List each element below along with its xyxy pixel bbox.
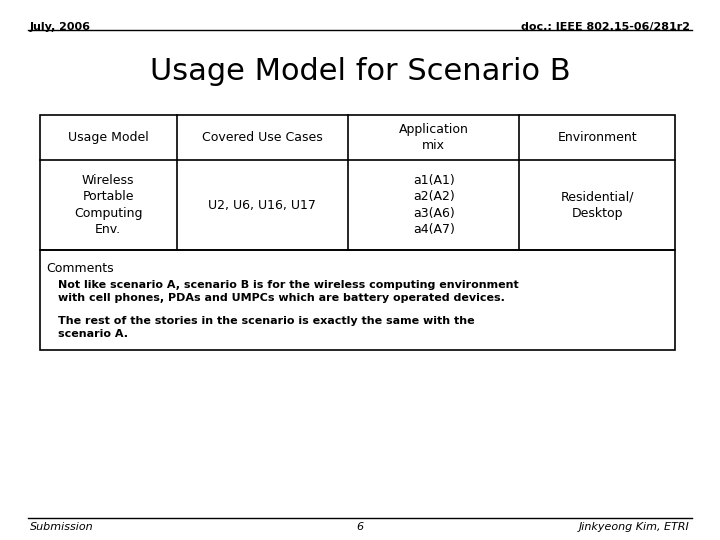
Bar xyxy=(40,115,675,250)
Text: 6: 6 xyxy=(356,522,364,532)
Text: Residential/
Desktop: Residential/ Desktop xyxy=(560,190,634,220)
Text: Not like scenario A, scenario B is for the wireless computing environment
with c: Not like scenario A, scenario B is for t… xyxy=(58,280,518,303)
Text: Jinkyeong Kim, ETRI: Jinkyeong Kim, ETRI xyxy=(580,522,690,532)
Text: a1(A1)
a2(A2)
a3(A6)
a4(A7): a1(A1) a2(A2) a3(A6) a4(A7) xyxy=(413,174,454,237)
Text: The rest of the stories in the scenario is exactly the same with the
scenario A.: The rest of the stories in the scenario … xyxy=(58,316,474,339)
Text: doc.: IEEE 802.15-06/281r2: doc.: IEEE 802.15-06/281r2 xyxy=(521,22,690,32)
Text: July, 2006: July, 2006 xyxy=(30,22,91,32)
Text: Usage Model for Scenario B: Usage Model for Scenario B xyxy=(150,57,570,86)
Text: Usage Model: Usage Model xyxy=(68,131,148,144)
Text: Covered Use Cases: Covered Use Cases xyxy=(202,131,323,144)
Text: Environment: Environment xyxy=(557,131,637,144)
Text: Application
mix: Application mix xyxy=(399,123,469,152)
Bar xyxy=(40,250,675,350)
Text: Wireless
Portable
Computing
Env.: Wireless Portable Computing Env. xyxy=(74,174,143,237)
Text: U2, U6, U16, U17: U2, U6, U16, U17 xyxy=(208,199,316,212)
Text: Submission: Submission xyxy=(30,522,94,532)
Text: Comments: Comments xyxy=(46,262,114,275)
